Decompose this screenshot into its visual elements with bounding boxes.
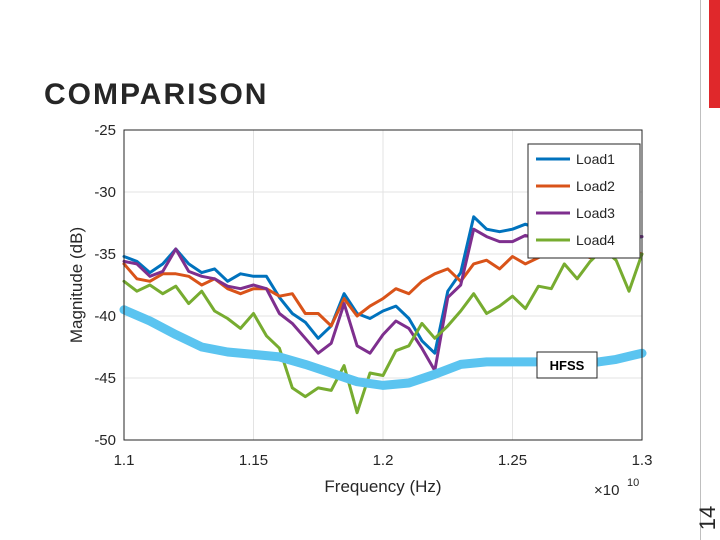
x-tick-label: 1.25	[498, 452, 527, 469]
x-exponent-power: 10	[627, 477, 639, 489]
legend-label-load4: Load4	[576, 232, 615, 248]
x-tick-label: 1.15	[239, 452, 268, 469]
legend-label-load1: Load1	[576, 151, 615, 167]
y-tick-label: -50	[94, 432, 116, 449]
magnitude-chart: 1.1 1.15 1.2 1.25 1.3 -25 -30 -35 -40 -45 -50 Freq…	[67, 122, 652, 499]
y-axis-label: Magnitude (dB)	[67, 227, 86, 343]
y-tick-label: -45	[94, 370, 116, 387]
y-tick-label: -25	[94, 122, 116, 139]
x-exponent: ×10 10	[594, 477, 639, 499]
tick-labels: 1.1 1.15 1.2 1.25 1.3 -25 -30 -35 -40 -45 -50	[94, 122, 652, 469]
accent-bar	[709, 0, 720, 108]
hfss-annotation: HFSS	[536, 351, 598, 379]
plot-frame	[123, 129, 643, 441]
x-axis-label: Frequency (Hz)	[324, 477, 441, 496]
x-tick-label: 1.2	[373, 452, 394, 469]
x-tick-label: 1.1	[114, 452, 135, 469]
hfss-annotation-box	[536, 351, 598, 379]
hfss-annotation-text: HFSS	[550, 358, 585, 373]
legend-label-load2: Load2	[576, 178, 615, 194]
x-exponent-base: ×10	[594, 482, 619, 499]
x-tick-label: 1.3	[632, 452, 653, 469]
legend: Load1 Load2 Load3 Load4	[527, 143, 641, 259]
slide-title: COMPARISON	[44, 78, 269, 111]
y-tick-label: -30	[94, 184, 116, 201]
legend-label-load3: Load3	[576, 205, 615, 221]
y-tick-label: -35	[94, 246, 116, 263]
series-line-load4	[122, 247, 644, 415]
divider-line	[700, 0, 701, 540]
y-tick-label: -40	[94, 308, 116, 325]
